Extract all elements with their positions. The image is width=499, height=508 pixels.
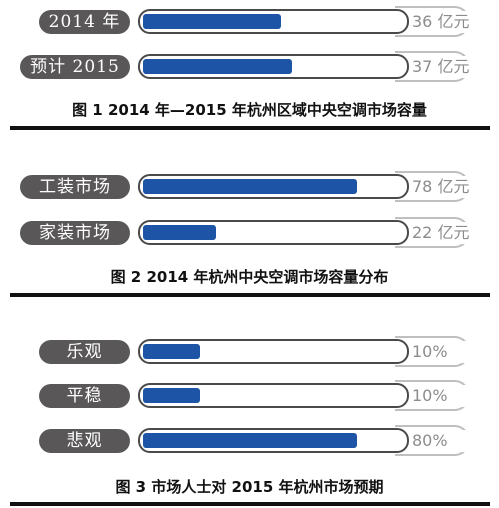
divider	[10, 502, 490, 506]
bar	[143, 433, 357, 448]
chart-2-row: 工装市场 78 亿元	[0, 168, 499, 206]
chart-title: 图 2 2014 年杭州中央空调市场容量分布	[110, 268, 389, 286]
divider	[10, 126, 490, 130]
bar	[143, 14, 281, 29]
bar-track	[138, 339, 409, 364]
bar-track	[138, 54, 409, 79]
bar	[143, 225, 216, 240]
value-label: 10%	[412, 341, 470, 363]
chart-3-row: 平稳 10%	[0, 377, 499, 415]
bar-track	[138, 174, 409, 199]
bar-track	[138, 383, 409, 408]
value-label: 10%	[412, 385, 470, 407]
chart-2-row: 家装市场 22 亿元	[0, 214, 499, 252]
category-label: 悲观	[39, 429, 130, 453]
bar	[143, 388, 200, 403]
chart-3-row: 悲观 80%	[0, 422, 499, 460]
category-label: 工装市场	[20, 175, 130, 199]
value-label: 78 亿元	[412, 176, 470, 198]
bar	[143, 59, 292, 74]
chart-3-row: 乐观 10%	[0, 333, 499, 371]
category-label: 平稳	[39, 384, 130, 408]
category-label: 预计 2015 年	[20, 55, 130, 101]
value-label: 37 亿元	[412, 56, 470, 78]
chart-1-row: 预计 2015 年 37 亿元	[0, 48, 499, 101]
bar	[143, 179, 357, 194]
chart-title: 图 3 市场人士对 2015 年杭州市场预期	[115, 478, 384, 496]
bar-track	[138, 9, 409, 34]
chart-title: 图 1 2014 年—2015 年杭州区域中央空调市场容量	[72, 101, 427, 119]
category-label: 家装市场	[20, 221, 130, 245]
value-label: 22 亿元	[412, 222, 470, 244]
bar	[143, 344, 200, 359]
category-label: 乐观	[39, 340, 130, 364]
divider	[10, 293, 490, 297]
value-label: 36 亿元	[412, 11, 470, 33]
chart-1-row: 2014 年 36 亿元	[0, 3, 499, 41]
bar-track	[138, 428, 409, 453]
value-label: 80%	[412, 430, 470, 452]
category-label: 2014 年	[39, 10, 130, 34]
bar-track	[138, 220, 409, 245]
